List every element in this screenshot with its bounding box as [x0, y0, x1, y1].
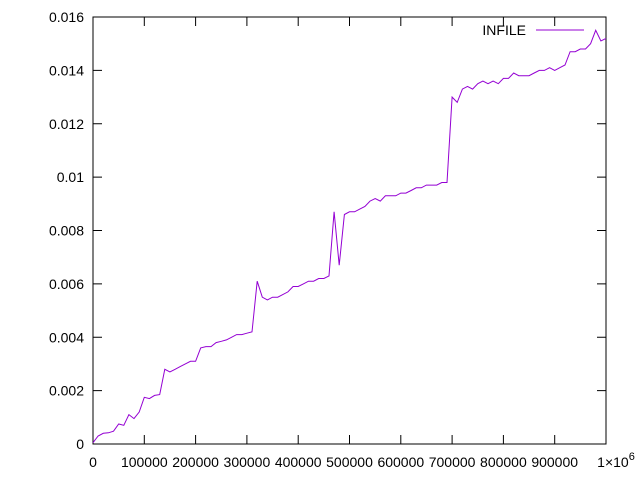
x-tick-label: 800000: [480, 454, 527, 470]
y-axis: 0 0.002 0.004 0.006 0.008 0.01 0.012 0.014 0.016: [49, 9, 606, 452]
x-tick-label: 900000: [531, 454, 578, 470]
x-tick-label: 300000: [224, 454, 271, 470]
y-tick-label: 0.01: [57, 169, 84, 185]
series-line: [92, 29, 607, 444]
x-tick-label: 500000: [326, 454, 373, 470]
y-tick-label: 0.008: [49, 223, 84, 239]
x-tick-label: 700000: [429, 454, 476, 470]
y-tick-label: 0.006: [49, 276, 84, 292]
y-tick-label: 0.014: [49, 62, 84, 78]
legend-label: INFILE: [482, 22, 526, 38]
y-tick-label: 0.002: [49, 383, 84, 399]
y-tick-label: 0.016: [49, 9, 84, 25]
y-tick-label: 0: [76, 436, 84, 452]
x-tick-label: 100000: [121, 454, 168, 470]
x-tick-label: 200000: [172, 454, 219, 470]
x-axis: 0 100000 200000 300000 400000 500000 600000 700…: [89, 17, 635, 470]
y-tick-label: 0.012: [49, 116, 84, 132]
x-tick-label: 0: [89, 454, 97, 470]
plot-frame: [92, 16, 607, 445]
x-tick-label: 400000: [275, 454, 322, 470]
legend: INFILE: [482, 22, 584, 38]
series-layer: [92, 29, 607, 444]
x-tick-label: 1×106: [597, 451, 635, 470]
y-tick-label: 0.004: [49, 329, 84, 345]
x-tick-label: 600000: [377, 454, 424, 470]
